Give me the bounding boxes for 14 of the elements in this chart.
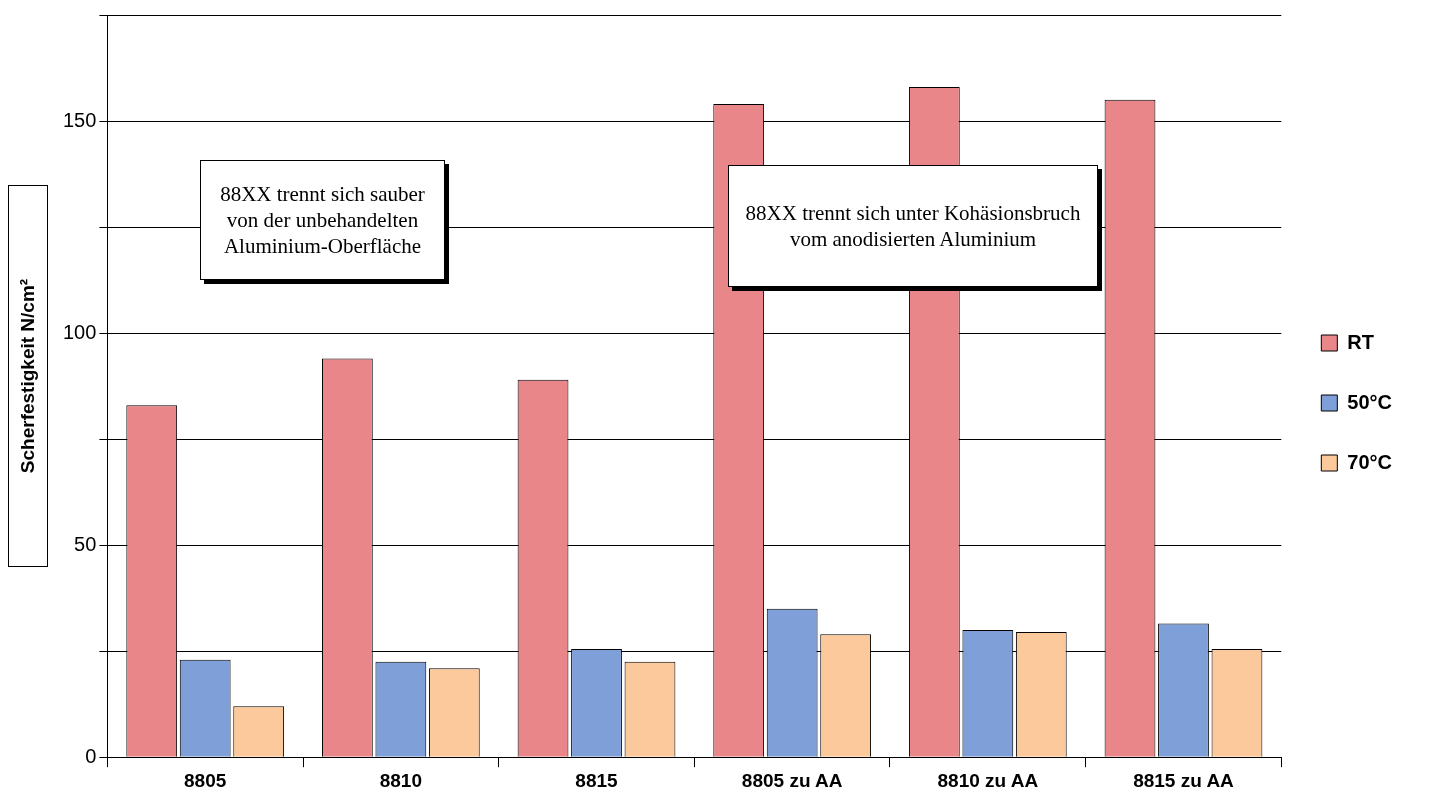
y-axis-title: Scherfestigkeit N/cm² [17, 278, 39, 474]
x-tick-label: 8815 [575, 769, 619, 791]
x-tick-label: 8810 [379, 769, 422, 791]
legend-label: RT [1347, 330, 1374, 353]
y-tick-label: 100 [62, 320, 97, 343]
legend-label: 70°C [1347, 450, 1392, 473]
x-tick-label: 8810 zu AA [937, 769, 1039, 791]
legend-label: 50°C [1347, 390, 1392, 413]
x-tick-label: 8815 zu AA [1133, 769, 1235, 791]
y-tick-label: 50 [74, 532, 97, 555]
y-tick-label: 0 [85, 744, 97, 767]
y-tick-label: 150 [62, 108, 97, 131]
x-tick-label: 8805 [184, 769, 227, 791]
x-tick-label: 8805 zu AA [741, 769, 843, 791]
